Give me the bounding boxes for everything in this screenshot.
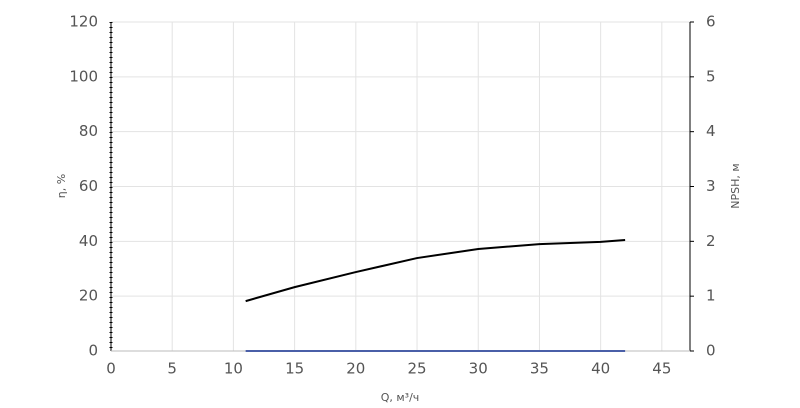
x-tick-label: 20 <box>346 360 365 378</box>
y-tick-label: 80 <box>79 122 98 140</box>
y-tick-label: 60 <box>79 177 98 195</box>
y-tick-label: 20 <box>79 287 98 305</box>
x-tick-label: 35 <box>530 360 549 378</box>
x-tick-label: 10 <box>224 360 243 378</box>
y-axis-label: η, % <box>55 174 68 198</box>
x-tick-label: 25 <box>407 360 426 378</box>
y2-tick-label: 0 <box>706 342 716 360</box>
y2-tick-label: 1 <box>706 287 716 305</box>
y-tick-label: 40 <box>79 232 98 250</box>
y2-tick-label: 3 <box>706 177 716 195</box>
x-tick-label: 15 <box>285 360 304 378</box>
series-line <box>245 238 626 303</box>
y2-tick-label: 4 <box>706 122 716 140</box>
x-tick-label: 5 <box>167 360 177 378</box>
x-axis-label: Q, м³/ч <box>381 391 420 404</box>
x-tick-label: 45 <box>652 360 671 378</box>
y2-axis-label: NPSH, м <box>729 163 742 208</box>
x-tick-label: 40 <box>591 360 610 378</box>
y2-tick-label: 5 <box>706 67 716 85</box>
y-tick-label: 0 <box>88 342 98 360</box>
y-tick-label: 100 <box>69 67 98 85</box>
y-tick-label: 120 <box>69 13 98 31</box>
y2-tick-label: 6 <box>706 13 716 31</box>
x-tick-label: 0 <box>106 360 116 378</box>
y2-tick-label: 2 <box>706 232 716 250</box>
x-tick-label: 30 <box>469 360 488 378</box>
